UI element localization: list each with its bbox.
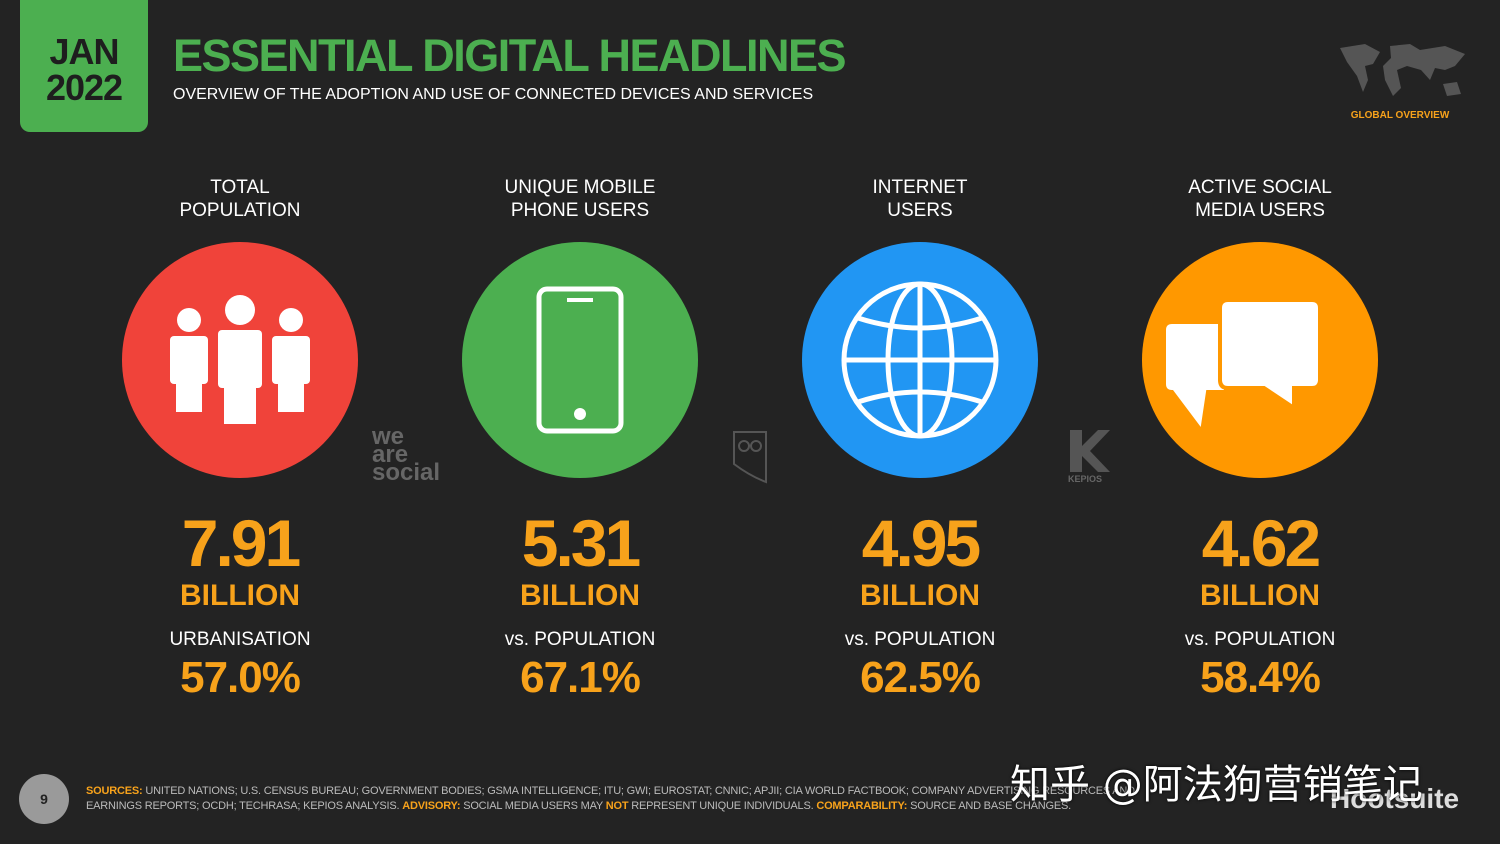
advisory-not: NOT <box>605 800 629 812</box>
stat: TOTAL POPULATION 7.91 BILLION URBANISATIO… <box>90 176 390 704</box>
logo-line: social <box>372 459 441 486</box>
stat-label-line: POPULATION <box>179 200 301 221</box>
stat-percent: 62.5% <box>860 653 981 702</box>
stat-unit: BILLION <box>180 579 300 612</box>
stat-sublabel: vs. POPULATION <box>504 629 656 650</box>
icon-circle <box>122 242 358 478</box>
sources-label: SOURCES: <box>86 785 143 797</box>
sources-text: UNITED NATIONS; U.S. CENSUS BUREAU; GOVE… <box>86 785 1135 812</box>
stat-value: 7.91 <box>181 506 301 580</box>
icon-circle <box>462 242 698 478</box>
stat-label-line: USERS <box>887 200 953 221</box>
kepios-mark <box>1070 430 1110 472</box>
stat-unit: BILLION <box>860 579 980 612</box>
stat-value: 5.31 <box>521 506 641 580</box>
logo-line: we <box>372 423 405 450</box>
world-map <box>1340 44 1465 96</box>
stat-sublabel: vs. POPULATION <box>1184 629 1336 650</box>
owl-logo <box>733 431 767 484</box>
we-are-social-logo: we are social <box>372 423 441 486</box>
stat-value: 4.95 <box>861 506 981 580</box>
phone-icon <box>536 286 624 434</box>
stat-percent: 57.0% <box>180 653 301 702</box>
stat-label-line: PHONE USERS <box>510 200 650 221</box>
stat-unit: BILLION <box>520 579 640 612</box>
badge-month: JAN <box>49 31 119 72</box>
stat-value: 4.62 <box>1201 506 1321 580</box>
subtitle: OVERVIEW OF THE ADOPTION AND USE OF CONN… <box>173 86 814 103</box>
section-label: GLOBAL OVERVIEW <box>1350 110 1450 121</box>
date-badge: JAN 2022 <box>20 0 148 132</box>
advisory-text: SOCIAL MEDIA USERS MAY <box>463 800 603 812</box>
stat-label-line: TOTAL <box>210 177 270 198</box>
chat-icon <box>1162 298 1322 438</box>
stat-percent: 58.4% <box>1200 653 1321 702</box>
comparability-label: COMPARABILITY: <box>816 800 908 812</box>
stat: UNIQUE MOBILE PHONE USERS 5.31 BILLION vs… <box>430 176 730 704</box>
advisory-label: ADVISORY: <box>402 800 461 812</box>
title: ESSENTIAL DIGITAL HEADLINES <box>173 30 847 81</box>
stat-label: TOTAL POPULATION <box>90 176 390 226</box>
footer-notes: SOURCES: UNITED NATIONS; U.S. CENSUS BUR… <box>86 784 1166 814</box>
stat-label-line: INTERNET <box>872 177 968 198</box>
stat-sublabel: vs. POPULATION <box>844 629 996 650</box>
page-number: 9 <box>19 774 69 824</box>
stat-label-line: UNIQUE MOBILE <box>504 177 656 198</box>
logo-line: are <box>372 441 409 468</box>
stat-unit: BILLION <box>1200 579 1320 612</box>
icon-circle <box>802 242 1038 478</box>
stat: ACTIVE SOCIAL MEDIA USERS 4.62 BILLION vs… <box>1110 176 1410 704</box>
stat-label: ACTIVE SOCIAL MEDIA USERS <box>1110 176 1410 226</box>
stat-label: INTERNET USERS <box>770 176 1070 226</box>
stat-label-line: ACTIVE SOCIAL <box>1188 177 1332 198</box>
globe-icon <box>841 281 999 439</box>
stat-label: UNIQUE MOBILE PHONE USERS <box>430 176 730 226</box>
kepios-logo: KEPIOS <box>1068 474 1103 484</box>
comparability-text: SOURCE AND BASE CHANGES. <box>910 800 1071 812</box>
people-icon <box>170 295 310 424</box>
advisory-text: REPRESENT UNIQUE INDIVIDUALS. <box>631 800 814 812</box>
watermark: 知乎 @阿法狗营销笔记 <box>1010 762 1423 808</box>
stat-sublabel: URBANISATION <box>169 629 311 650</box>
stat: INTERNET USERS 4.95 BILLION vs. POPULATIO… <box>770 176 1070 704</box>
icon-circle <box>1142 242 1378 478</box>
hootsuite-logo: Hootsuite <box>1330 783 1460 814</box>
badge-year: 2022 <box>45 67 123 108</box>
stat-percent: 67.1% <box>520 653 641 702</box>
stat-label-line: MEDIA USERS <box>1195 200 1325 221</box>
